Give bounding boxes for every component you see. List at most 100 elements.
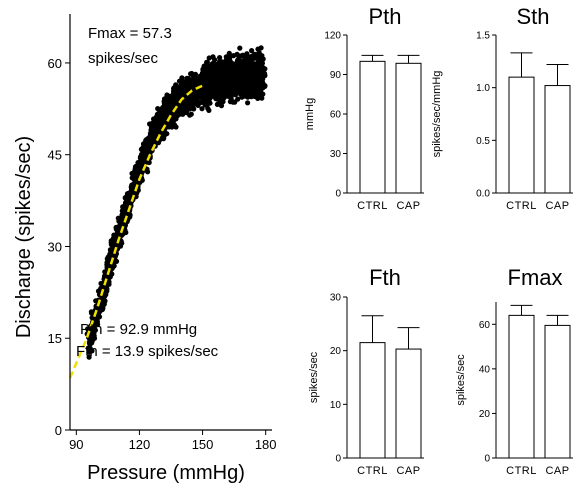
scatter-point [201, 83, 207, 89]
scatter-point [245, 100, 251, 106]
fit-line [68, 84, 204, 379]
bar-y-tick-label: 60 [479, 320, 491, 331]
bar-y-axis-title: mmHg [304, 98, 316, 130]
bar-y-tick-label: 120 [324, 31, 341, 42]
scatter-point [149, 127, 155, 134]
scatter-point [146, 159, 152, 166]
y-tick-label: 30 [48, 239, 62, 254]
scatter-point [197, 93, 203, 99]
scatter-point [182, 108, 189, 114]
scatter-point [91, 335, 98, 341]
scatter-point [161, 98, 167, 105]
scatter-point [248, 60, 254, 66]
bar [508, 76, 535, 194]
bar-y-tick-label: 0 [335, 189, 341, 200]
scatter-point [206, 70, 212, 76]
scatter-point [217, 60, 224, 66]
bar-category-label: CAP [545, 465, 569, 477]
annotation-fmax: Fmax = 57.3 [88, 25, 172, 42]
bar-y-tick-label: 40 [479, 364, 491, 375]
scatter-point [142, 157, 148, 163]
scatter-point [255, 46, 261, 52]
scatter-point [123, 199, 129, 205]
scatter-point [211, 90, 217, 96]
bar-y-tick-label: 0 [484, 454, 490, 465]
scatter-point [101, 273, 108, 279]
scatter-points [84, 45, 268, 360]
scatter-point [151, 116, 157, 122]
scatter-point [199, 106, 205, 112]
scatter-point [249, 67, 256, 73]
scatter-point [132, 177, 138, 183]
x-tick-label: 90 [69, 437, 83, 452]
scatter-point [249, 48, 255, 54]
bar-category-label: CTRL [506, 465, 537, 477]
scatter-point [217, 55, 223, 61]
bar-y-axis-title: spikes/sec/mmHg [431, 71, 443, 158]
scatter-point [102, 284, 108, 290]
scatter-point [205, 105, 211, 111]
scatter-point [241, 68, 247, 74]
scatter-point [210, 74, 216, 80]
scatter-point [244, 60, 251, 66]
scatter-point [191, 106, 197, 112]
scatter-point [161, 136, 167, 142]
scatter-point [122, 204, 128, 210]
scatter-point [236, 56, 242, 63]
scatter-point [171, 93, 177, 99]
scatter-point [203, 78, 209, 84]
main-scatter-plot: 0 15 30 45 60 90 120 150 180 Pressure (mmHg) Disch… [13, 14, 277, 484]
scatter-point [86, 354, 92, 360]
scatter-point [209, 61, 216, 67]
scatter-point [147, 144, 153, 150]
scatter-point [252, 91, 258, 97]
scatter-point [164, 92, 170, 98]
y-axis-title: Discharge (spikes/sec) [13, 136, 35, 338]
scatter-point [259, 83, 265, 89]
bar-y-tick-label: 60 [330, 110, 342, 121]
bar-chart-sth: Sth 0.0 0.5 1.0 1.5 CTRL CAP spikes/sec/mmHg [431, 4, 573, 212]
bar-category-label: CAP [396, 465, 420, 477]
scatter-point [202, 102, 208, 108]
scatter-point [230, 99, 236, 105]
scatter-point [236, 61, 242, 67]
bar-y-axis-title: spikes/sec [308, 351, 320, 403]
scatter-point [262, 71, 268, 77]
bar-y-tick-label: 1.5 [476, 31, 490, 42]
bar-y-tick-label: 30 [330, 293, 342, 304]
scatter-point [87, 345, 93, 351]
scatter-point [123, 194, 129, 201]
scatter-point [236, 78, 242, 84]
scatter-point [226, 93, 233, 100]
scatter-point [215, 77, 221, 83]
bar [395, 348, 422, 459]
x-tick-label: 150 [192, 437, 214, 452]
scatter-point [149, 135, 155, 142]
scatter-point [151, 140, 157, 146]
annotation-fmax-units: spikes/sec [88, 50, 159, 67]
scatter-point [109, 265, 115, 271]
scatter-point [227, 77, 233, 83]
scatter-point [188, 111, 194, 117]
y-tick-label: 15 [48, 331, 62, 346]
scatter-point [89, 326, 95, 332]
scatter-point [110, 242, 116, 248]
bar-y-tick-label: 10 [330, 400, 342, 411]
bar [508, 314, 535, 459]
bar-chart-title: Fth [369, 265, 401, 290]
y-tick-label: 60 [48, 56, 62, 71]
scatter-point [150, 122, 156, 128]
scatter-point [223, 57, 229, 64]
scatter-point [218, 90, 225, 96]
scatter-point [235, 96, 241, 102]
scatter-point [181, 87, 187, 93]
scatter-point [96, 308, 103, 314]
scatter-point [255, 75, 261, 81]
scatter-point [233, 84, 239, 90]
scatter-point [204, 92, 210, 98]
bar-category-label: CAP [396, 200, 420, 212]
annotation-fth: Fth = 13.9 spikes/sec [76, 343, 219, 360]
scatter-point [257, 55, 263, 61]
scatter-point [163, 104, 169, 110]
